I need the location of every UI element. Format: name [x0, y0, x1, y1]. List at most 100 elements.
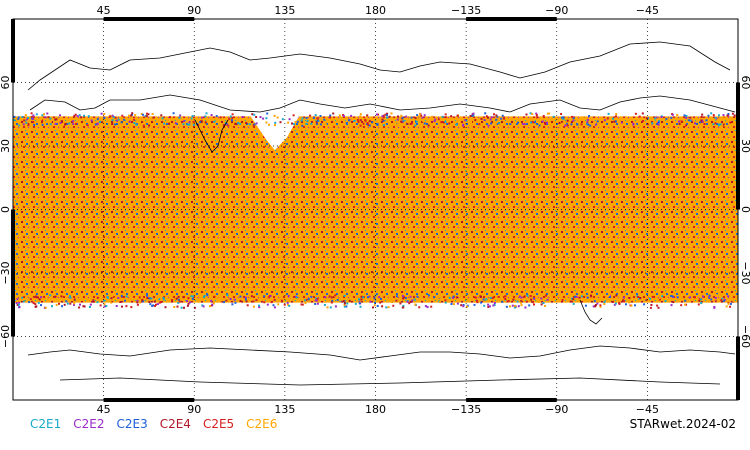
scatter-point: [448, 122, 451, 125]
scatter-point: [402, 306, 405, 309]
scatter-point: [402, 119, 405, 122]
scatter-point: [516, 300, 519, 303]
scatter-point: [720, 299, 723, 302]
scatter-point: [119, 301, 122, 303]
scatter-point: [544, 121, 546, 124]
scatter-point: [586, 122, 589, 125]
scatter-point: [433, 120, 436, 123]
scatter-point: [625, 303, 627, 306]
scatter-point: [572, 119, 575, 122]
scatter-point: [99, 304, 102, 307]
scatter-point: [689, 116, 692, 119]
scatter-point: [517, 121, 520, 124]
scatter-point: [580, 295, 583, 298]
scatter-point: [87, 115, 90, 118]
scatter-point: [588, 115, 591, 117]
scatter-point: [117, 296, 120, 299]
scatter-point: [23, 119, 26, 122]
scatter-point: [712, 123, 715, 126]
scatter-point: [155, 303, 157, 306]
scatter-point: [202, 305, 205, 308]
scatter-point: [188, 299, 191, 301]
scatter-point: [672, 301, 675, 304]
scatter-point: [343, 294, 346, 297]
scatter-point: [316, 302, 319, 305]
scatter-point: [531, 301, 534, 304]
scatter-point: [19, 298, 21, 301]
scatter-point: [315, 121, 318, 124]
scatter-point: [360, 298, 363, 301]
scatter-point: [130, 306, 133, 309]
scatter-point: [359, 119, 362, 122]
scatter-point: [270, 301, 273, 304]
scatter-point: [186, 123, 189, 126]
scatter-point: [324, 296, 327, 299]
scatter-point: [494, 122, 497, 125]
scatter-point: [639, 297, 642, 299]
scatter-point: [456, 114, 459, 117]
scatter-point: [703, 123, 706, 125]
scatter-point: [266, 303, 269, 306]
scatter-point: [395, 123, 398, 126]
scatter-point: [444, 299, 447, 302]
scatter-point: [219, 116, 222, 119]
scatter-point: [300, 119, 303, 122]
scatter-point: [596, 120, 599, 123]
scatter-point: [722, 114, 725, 117]
scatter-point: [488, 305, 491, 308]
scatter-point: [187, 302, 190, 305]
scatter-point: [658, 298, 661, 301]
scatter-point: [103, 299, 106, 302]
scatter-point: [103, 113, 106, 115]
scatter-point: [164, 306, 167, 309]
scatter-point: [615, 113, 618, 115]
scatter-point: [133, 118, 135, 121]
scatter-point: [147, 113, 150, 116]
observation-band: [13, 116, 738, 303]
scatter-point: [329, 114, 332, 117]
scatter-point: [661, 295, 664, 298]
scatter-point: [293, 123, 295, 126]
scatter-point: [611, 300, 614, 303]
scatter-point: [253, 123, 256, 126]
scatter-point: [487, 305, 490, 308]
scatter-point: [262, 117, 265, 120]
scatter-point: [301, 117, 304, 120]
scatter-point: [191, 115, 194, 118]
scatter-point: [629, 124, 631, 127]
scatter-point: [379, 301, 382, 304]
scatter-point: [570, 123, 573, 126]
scatter-point: [128, 114, 131, 117]
lat-tick-label-left: 0: [0, 206, 12, 213]
scatter-point: [169, 116, 171, 119]
scatter-point: [36, 296, 39, 299]
scatter-point: [246, 304, 249, 307]
scatter-point: [16, 303, 19, 306]
scatter-point: [121, 114, 124, 117]
scatter-point: [526, 294, 529, 297]
scatter-point: [377, 113, 380, 116]
scatter-point: [307, 298, 310, 301]
scatter-point: [493, 304, 496, 306]
scatter-point: [217, 297, 220, 300]
scatter-point: [594, 123, 597, 126]
scatter-point: [339, 299, 342, 301]
scatter-point: [434, 118, 437, 121]
scatter-point: [287, 294, 290, 297]
scatter-point: [30, 117, 33, 120]
scatter-point: [182, 123, 185, 126]
scatter-point: [729, 121, 732, 124]
scatter-point: [705, 119, 708, 122]
lat-tick-label-left: −30: [0, 261, 12, 284]
scatter-point: [368, 295, 371, 298]
scatter-point: [281, 118, 284, 121]
scatter-point: [26, 118, 28, 121]
scatter-point: [229, 298, 232, 300]
scatter-point: [687, 119, 690, 122]
scatter-point: [657, 123, 660, 126]
scatter-point: [409, 300, 412, 303]
scatter-point: [330, 301, 333, 304]
scatter-point: [252, 305, 255, 308]
scatter-point: [160, 114, 163, 117]
scatter-point: [540, 297, 543, 300]
